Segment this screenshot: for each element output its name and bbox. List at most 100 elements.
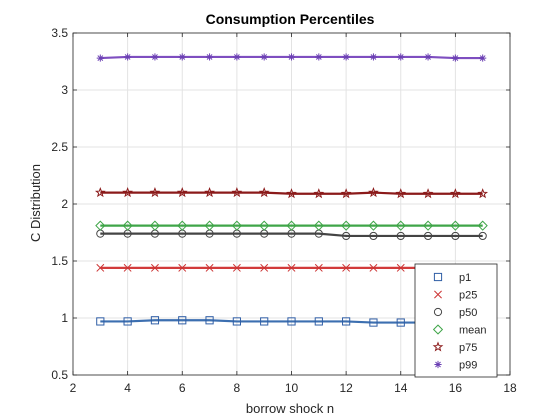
data-point-mean bbox=[204, 220, 215, 231]
data-point-mean bbox=[259, 220, 270, 231]
data-point-p75 bbox=[122, 186, 133, 198]
legend-marker-p50 bbox=[433, 307, 443, 317]
data-point-p99 bbox=[178, 53, 186, 61]
y-tick-label: 2.5 bbox=[51, 140, 68, 154]
data-point-p1 bbox=[396, 318, 405, 327]
data-point-p25 bbox=[150, 263, 159, 272]
data-point-mean bbox=[368, 220, 379, 231]
data-point-p25 bbox=[342, 263, 351, 272]
x-axis-label: borrow shock n bbox=[246, 401, 334, 416]
x-tick-label: 18 bbox=[503, 381, 517, 395]
x-tick-label: 6 bbox=[179, 381, 186, 395]
data-point-mean bbox=[231, 220, 242, 231]
legend-label-p25: p25 bbox=[459, 290, 477, 302]
legend-label-p1: p1 bbox=[459, 272, 471, 284]
legend-label-mean: mean bbox=[459, 325, 487, 337]
x-tick-label: 2 bbox=[70, 381, 77, 395]
data-point-p50 bbox=[478, 231, 487, 241]
data-point-p1 bbox=[96, 317, 105, 326]
data-point-p50 bbox=[342, 231, 351, 241]
legend-marker-p1 bbox=[433, 272, 443, 282]
data-point-p75 bbox=[286, 188, 297, 199]
data-point-p1 bbox=[287, 317, 296, 326]
data-point-mean bbox=[450, 220, 461, 231]
data-point-mean bbox=[477, 220, 488, 231]
series-mean bbox=[95, 220, 488, 231]
data-point-p1 bbox=[260, 317, 269, 326]
data-point-p99 bbox=[287, 53, 296, 61]
data-point-p99 bbox=[124, 53, 132, 61]
data-point-mean bbox=[286, 220, 297, 231]
data-point-p75 bbox=[477, 188, 489, 199]
y-tick-label: 1 bbox=[61, 311, 68, 325]
data-point-p1 bbox=[369, 318, 378, 327]
x-tick-label: 8 bbox=[234, 381, 241, 395]
legend-label-p50: p50 bbox=[459, 307, 477, 319]
data-point-p25 bbox=[205, 263, 214, 272]
data-point-p75 bbox=[94, 186, 106, 198]
x-tick-label: 16 bbox=[449, 381, 463, 395]
x-tick-label: 4 bbox=[124, 381, 131, 395]
data-point-p75 bbox=[313, 188, 325, 199]
legend-box bbox=[414, 263, 498, 378]
data-point-p1 bbox=[150, 316, 160, 325]
series-p99 bbox=[96, 53, 487, 62]
data-point-p50 bbox=[396, 231, 405, 241]
data-point-p75 bbox=[149, 186, 161, 198]
data-point-p99 bbox=[205, 53, 214, 61]
data-point-mean bbox=[341, 220, 352, 231]
legend-marker-p25 bbox=[434, 290, 442, 299]
data-point-p1 bbox=[205, 316, 214, 325]
data-point-p75 bbox=[176, 186, 188, 198]
y-tick-label: 1.5 bbox=[51, 254, 68, 268]
x-tick-label: 12 bbox=[339, 381, 353, 395]
data-point-p25 bbox=[369, 263, 378, 272]
legend-label-p75: p75 bbox=[459, 342, 477, 354]
data-point-p99 bbox=[451, 54, 459, 62]
data-point-p75 bbox=[368, 186, 379, 198]
legend-label-p99: p99 bbox=[459, 360, 477, 372]
data-point-p1 bbox=[342, 317, 351, 326]
data-point-p75 bbox=[450, 188, 461, 199]
y-tick-label: 3 bbox=[61, 83, 68, 97]
data-point-p99 bbox=[479, 54, 487, 62]
data-point-p1 bbox=[232, 317, 241, 326]
data-point-p99 bbox=[424, 53, 432, 61]
x-tick-label: 10 bbox=[285, 381, 299, 395]
data-point-p75 bbox=[204, 186, 215, 198]
data-point-p99 bbox=[151, 53, 159, 61]
data-point-mean bbox=[177, 220, 188, 231]
data-point-p99 bbox=[369, 53, 378, 61]
data-point-p25 bbox=[260, 263, 269, 272]
series-line-p75 bbox=[100, 191, 483, 195]
data-point-p75 bbox=[340, 188, 352, 199]
data-point-p25 bbox=[287, 263, 296, 272]
data-point-p50 bbox=[451, 231, 460, 241]
chart-title: Consumption Percentiles bbox=[206, 11, 375, 27]
plot-area: 2 4 6 8 10 12 14 16 18 0.5 1 1.5 2 2.5 3 3.5 p1 p25 p50 mea… bbox=[51, 26, 517, 395]
data-point-mean bbox=[95, 220, 106, 231]
data-point-p25 bbox=[96, 263, 105, 272]
legend-marker-p99 bbox=[434, 360, 442, 369]
data-point-p99 bbox=[315, 53, 323, 61]
data-point-p75 bbox=[422, 188, 434, 199]
data-point-mean bbox=[422, 220, 434, 231]
legend-marker-mean bbox=[432, 324, 444, 335]
data-point-p25 bbox=[123, 263, 132, 272]
data-point-mean bbox=[395, 220, 406, 231]
data-point-p25 bbox=[178, 263, 187, 272]
data-point-p99 bbox=[96, 54, 104, 62]
data-point-p50 bbox=[423, 231, 433, 241]
data-point-p25 bbox=[314, 263, 323, 272]
data-point-mean bbox=[149, 220, 161, 231]
y-tick-label: 0.5 bbox=[51, 368, 68, 382]
y-tick-label: 2 bbox=[61, 197, 68, 211]
series-p75 bbox=[94, 186, 489, 199]
data-point-p1 bbox=[314, 317, 323, 326]
data-point-mean bbox=[313, 220, 324, 231]
x-tick-label: 14 bbox=[394, 381, 408, 395]
legend: p1 p25 p50 mean p75 p99 bbox=[414, 263, 498, 378]
series-p50 bbox=[96, 229, 487, 241]
data-point-p99 bbox=[233, 53, 241, 61]
